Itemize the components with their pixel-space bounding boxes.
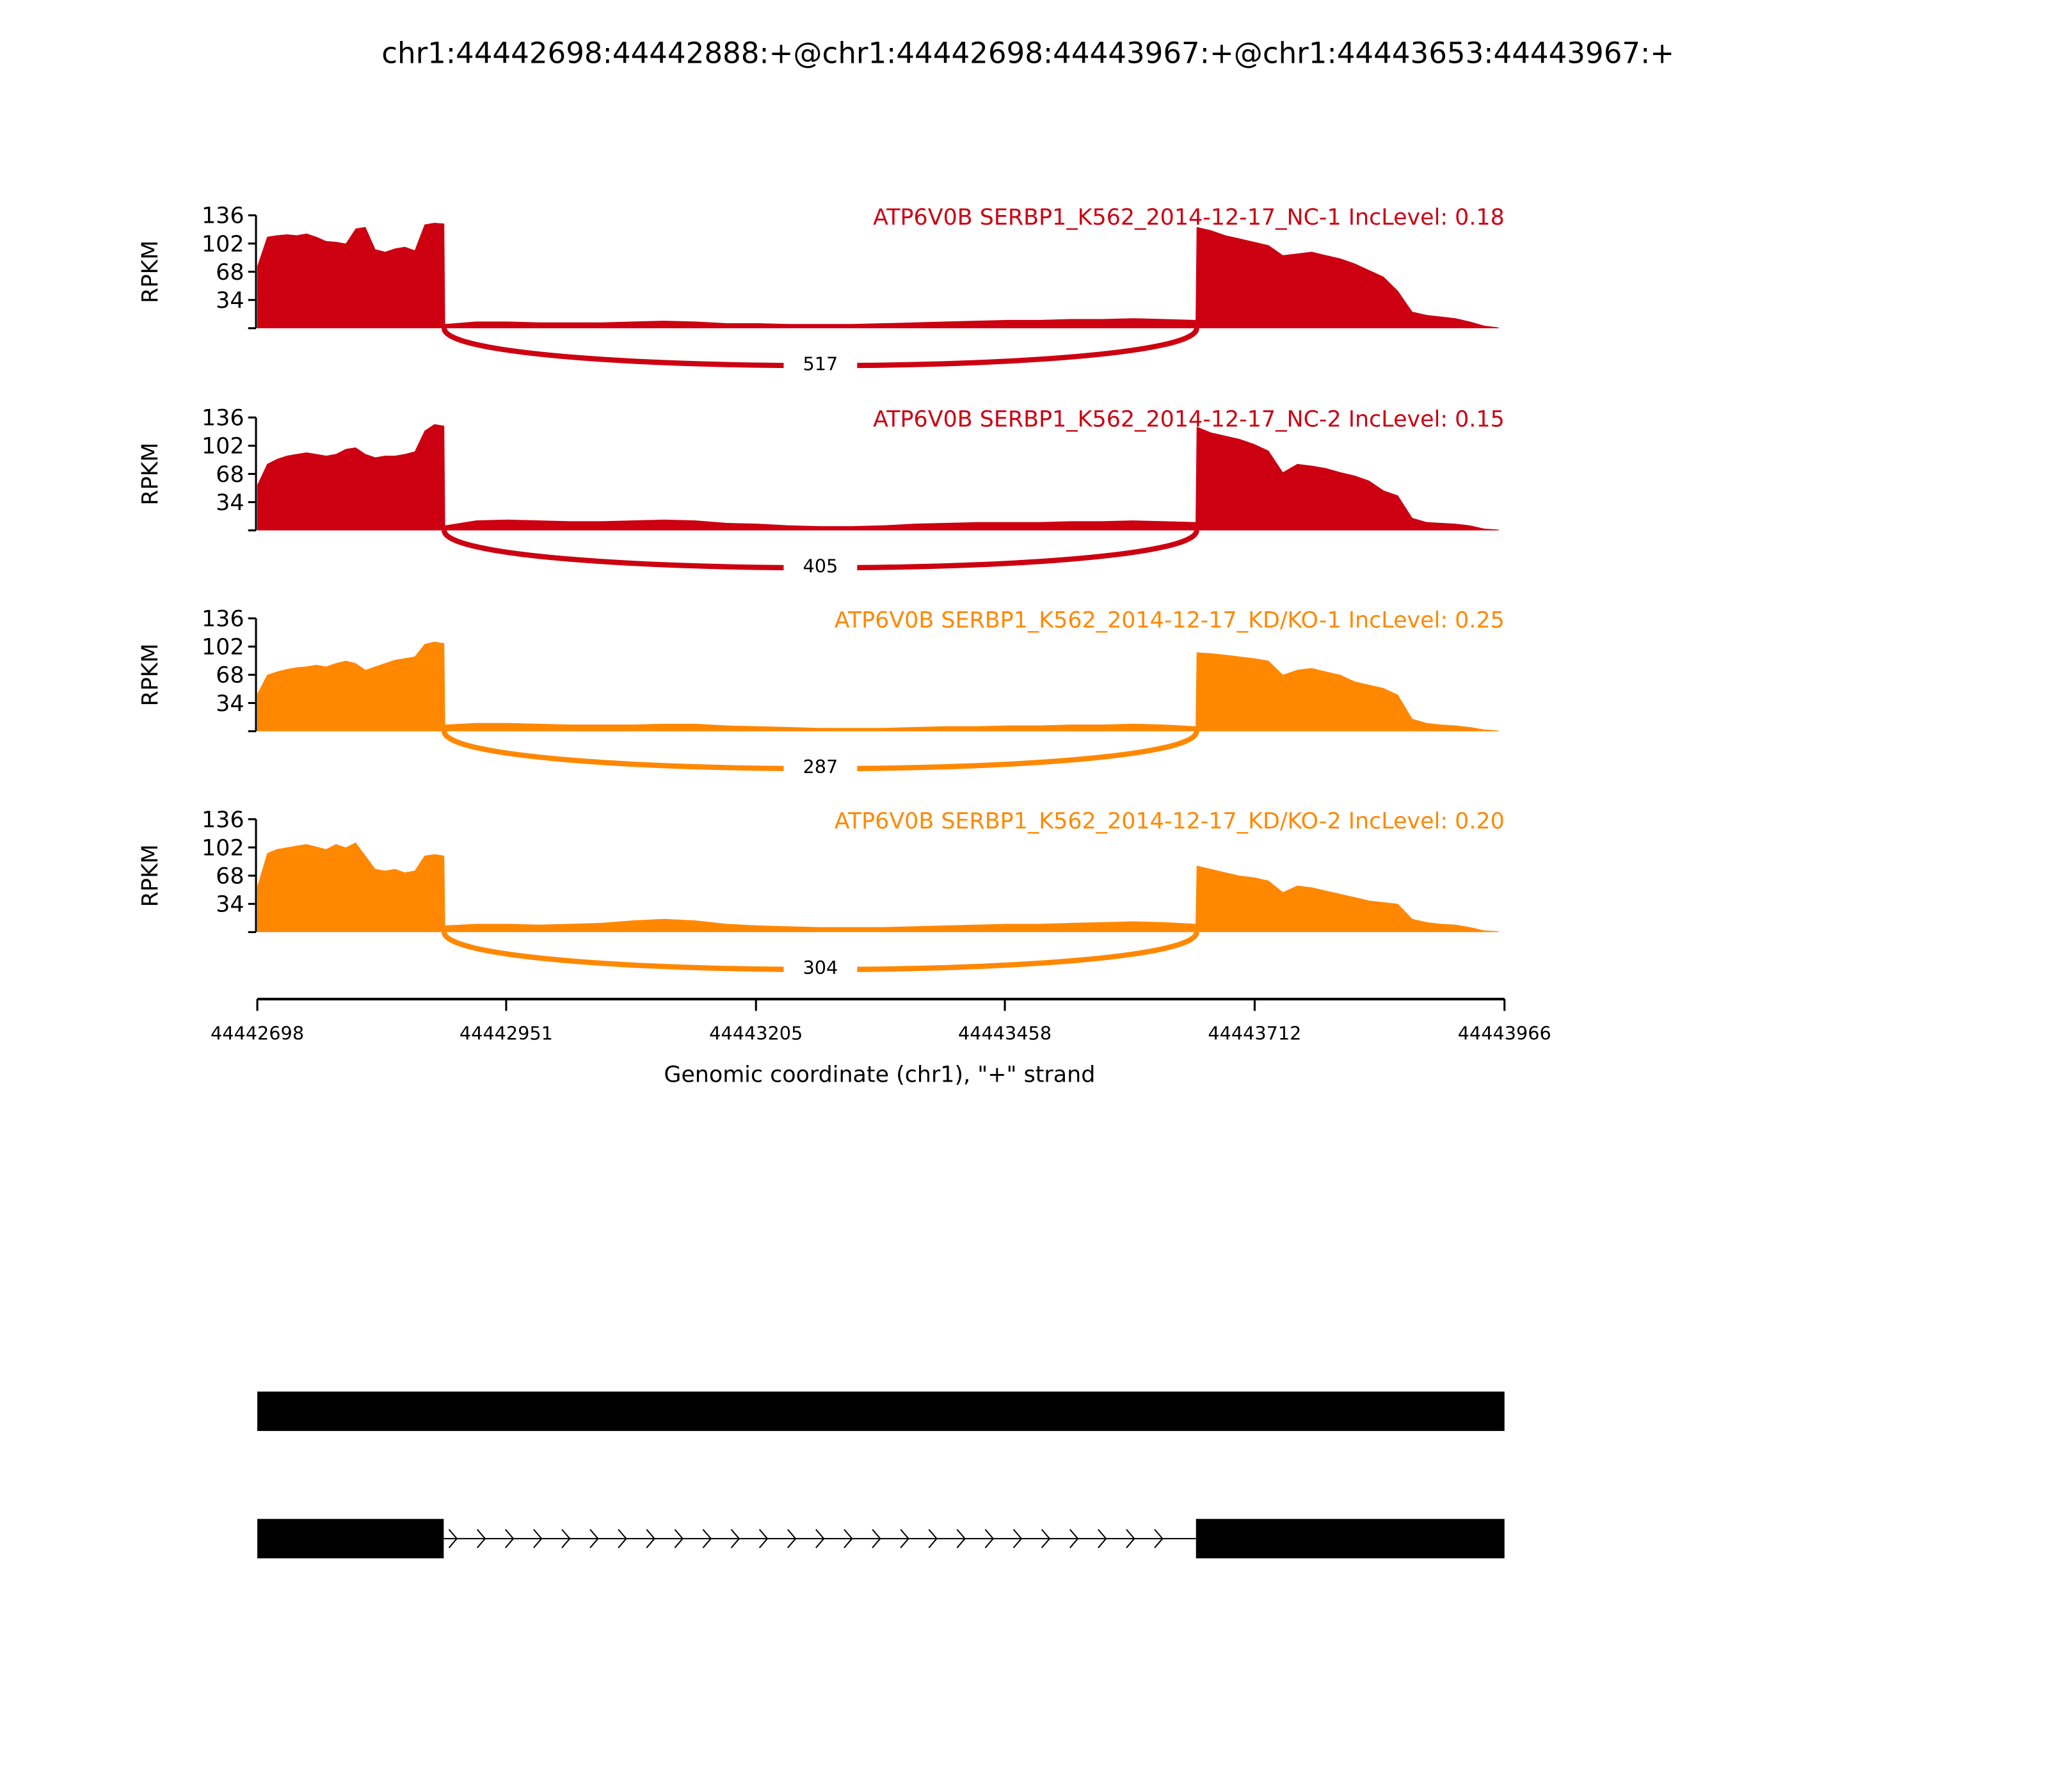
strand-arrow-icon bbox=[674, 1529, 684, 1549]
strand-arrow-icon bbox=[984, 1529, 995, 1549]
strand-arrow-icon bbox=[589, 1529, 599, 1549]
y-tick-label: 34 bbox=[216, 892, 244, 918]
strand-arrow-icon bbox=[730, 1529, 740, 1549]
y-tick-label: 102 bbox=[202, 434, 244, 460]
strand-arrow-icon bbox=[1154, 1529, 1164, 1549]
x-axis: 44442698 44442951 44443205 44443458 44443712… bbox=[211, 997, 1551, 1044]
coverage-area bbox=[257, 842, 1505, 932]
sample-panel: 34 68 102 136 RPKM ATP6V0B SERBP1_K562_2014-1… bbox=[138, 204, 1505, 377]
strand-arrow-icon bbox=[815, 1529, 825, 1549]
y-tick-label: 136 bbox=[202, 406, 244, 431]
junction-count: 287 bbox=[803, 756, 838, 778]
gene-model-1 bbox=[257, 1391, 1505, 1431]
strand-arrow-icon bbox=[928, 1529, 938, 1549]
junction-label-bg bbox=[783, 952, 858, 981]
x-tick-label: 44443458 bbox=[958, 1023, 1052, 1044]
gene-model-2-exon-1 bbox=[257, 1519, 444, 1558]
y-tick-label: 68 bbox=[216, 663, 244, 689]
strand-arrow-icon bbox=[787, 1529, 797, 1549]
y-axis-label: RPKM bbox=[138, 442, 163, 505]
sample-label: ATP6V0B SERBP1_K562_2014-12-17_NC-2 IncL… bbox=[873, 407, 1505, 433]
y-tick-label: 68 bbox=[216, 260, 244, 285]
sample-label: ATP6V0B SERBP1_K562_2014-12-17_KD/KO-2 I… bbox=[835, 808, 1505, 834]
strand-arrow-icon bbox=[1069, 1529, 1079, 1549]
x-tick-label: 44442698 bbox=[211, 1023, 304, 1044]
junction-label-bg bbox=[783, 751, 858, 780]
y-tick-label: 102 bbox=[202, 232, 244, 257]
x-tick-label: 44443205 bbox=[709, 1023, 803, 1044]
x-tick-label: 44443712 bbox=[1208, 1023, 1301, 1044]
strand-arrow-icon bbox=[900, 1529, 909, 1549]
strand-arrow-icon bbox=[844, 1529, 853, 1549]
gene-model-2 bbox=[257, 1519, 1505, 1558]
strand-arrow-icon bbox=[504, 1529, 515, 1549]
coverage-area bbox=[257, 424, 1505, 531]
y-tick-label: 136 bbox=[202, 204, 244, 229]
gene-model-1-exon bbox=[257, 1391, 1505, 1431]
chart-title: chr1:44442698:44442888:+@chr1:44442698:4… bbox=[381, 36, 1674, 70]
y-tick-label: 136 bbox=[202, 807, 244, 833]
strand-arrow-icon bbox=[561, 1529, 571, 1549]
strand-arrow-icon bbox=[533, 1529, 543, 1549]
strand-arrow-icon bbox=[702, 1529, 712, 1549]
strand-arrow-icon bbox=[1126, 1529, 1135, 1549]
y-tick-label: 34 bbox=[216, 490, 244, 516]
junction-count: 304 bbox=[803, 957, 838, 979]
strand-arrow-icon bbox=[872, 1529, 881, 1549]
junction-count: 517 bbox=[803, 353, 838, 374]
strand-arrow-icon bbox=[956, 1529, 966, 1549]
strand-arrow-icon bbox=[1012, 1529, 1023, 1549]
x-axis-label: Genomic coordinate (chr1), "+" strand bbox=[664, 1062, 1095, 1087]
x-tick-label: 44442951 bbox=[460, 1023, 553, 1044]
y-tick-label: 136 bbox=[202, 606, 244, 632]
y-axis-label: RPKM bbox=[138, 643, 163, 706]
sample-label: ATP6V0B SERBP1_K562_2014-12-17_KD/KO-1 I… bbox=[835, 608, 1505, 634]
gene-model-2-exon-2 bbox=[1196, 1519, 1505, 1558]
y-axis-label: RPKM bbox=[138, 844, 163, 907]
sample-label: ATP6V0B SERBP1_K562_2014-12-17_NC-1 IncL… bbox=[873, 205, 1505, 230]
junction-label-bg bbox=[783, 348, 858, 377]
strand-arrow-icon bbox=[758, 1529, 769, 1549]
junction-count: 405 bbox=[803, 555, 838, 577]
junction-label-bg bbox=[783, 550, 858, 579]
y-tick-label: 68 bbox=[216, 864, 244, 890]
strand-arrow-icon bbox=[646, 1529, 655, 1549]
y-tick-label: 102 bbox=[202, 835, 244, 861]
y-tick-label: 102 bbox=[202, 635, 244, 660]
strand-arrow-icon bbox=[448, 1529, 458, 1549]
x-tick-label: 44443966 bbox=[1458, 1023, 1551, 1044]
coverage-area bbox=[257, 641, 1505, 732]
y-tick-label: 68 bbox=[216, 462, 244, 488]
strand-arrow-icon bbox=[1098, 1529, 1107, 1549]
coverage-area bbox=[257, 223, 1505, 328]
y-tick-label: 34 bbox=[216, 288, 244, 314]
y-axis-label: RPKM bbox=[138, 241, 163, 303]
strand-arrow-icon bbox=[476, 1529, 486, 1549]
strand-arrow-icon bbox=[1041, 1529, 1051, 1549]
y-tick-label: 34 bbox=[216, 691, 244, 717]
strand-arrow-icon bbox=[618, 1529, 627, 1549]
